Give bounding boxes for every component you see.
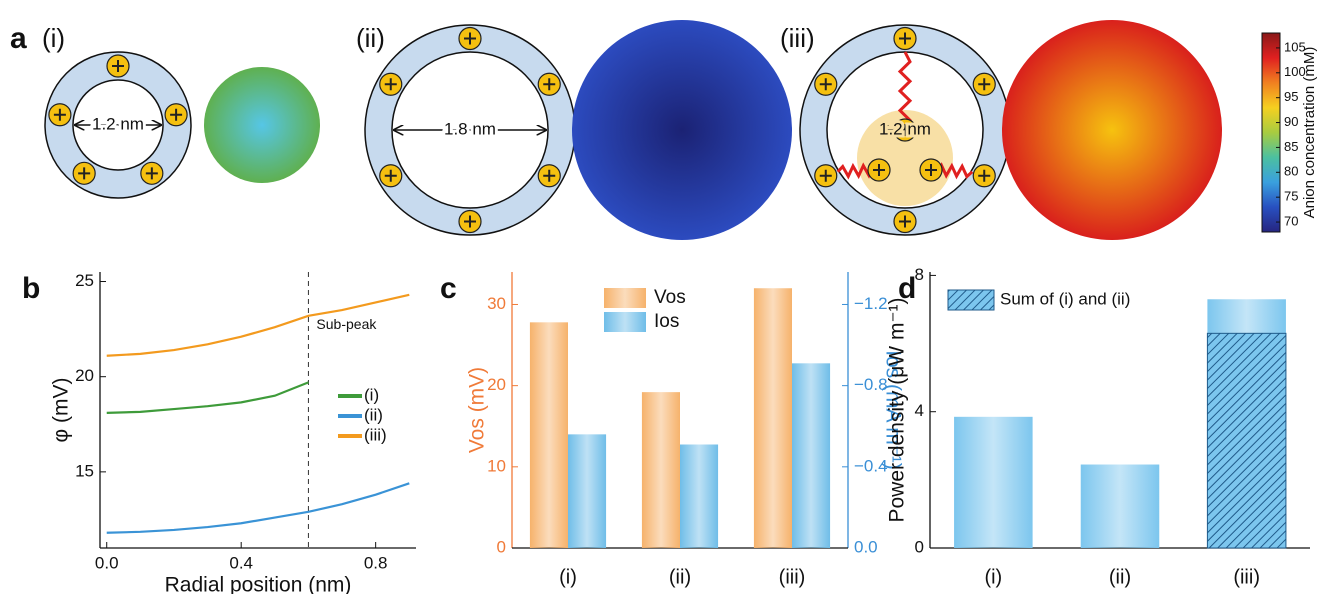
legend-swatch <box>948 290 994 310</box>
heatmap <box>204 67 320 183</box>
diameter-label: 1.8 nm <box>444 119 496 138</box>
x-tick-label: 0.4 <box>229 553 253 572</box>
annotation: Sub-peak <box>316 316 377 332</box>
bar <box>642 392 680 548</box>
diameter-label: 1.2 nm <box>879 119 931 138</box>
y-tick-label: 25 <box>75 271 94 290</box>
colorbar-tick-label: 80 <box>1284 164 1298 179</box>
x-tick-label: 0.0 <box>95 553 119 572</box>
diameter-label: 1.2 nm <box>92 114 144 133</box>
legend-label: Sum of (i) and (ii) <box>1000 289 1130 308</box>
x-tick-label: (i) <box>984 566 1002 588</box>
sub-label: (iii) <box>780 23 815 53</box>
panel-label: a <box>10 22 27 55</box>
legend-label: (ii) <box>364 405 383 424</box>
x-tick-label: (ii) <box>669 566 691 588</box>
bar <box>680 445 718 549</box>
panel-label: b <box>22 272 40 305</box>
data-line <box>107 382 309 412</box>
bar <box>568 434 606 548</box>
x-tick-label: (iii) <box>779 566 806 588</box>
y-tick-label: 0 <box>497 537 506 556</box>
y-tick-label: 0.0 <box>854 537 878 556</box>
y-tick-label: −1.2 <box>854 294 888 313</box>
axis-title: Power density (μW m⁻¹) <box>886 297 909 522</box>
y-tick-label: 20 <box>75 366 94 385</box>
axis-title: Radial position (nm) <box>165 574 352 594</box>
colorbar-title: Anion concentration (mM) <box>1301 47 1318 219</box>
axis-title: φ (mV) <box>50 378 73 443</box>
colorbar-tick-label: 85 <box>1284 139 1298 154</box>
axis-title: Vos (mV) <box>466 367 489 453</box>
legend-label: (iii) <box>364 425 387 444</box>
bar <box>792 363 830 548</box>
sub-label: (ii) <box>356 23 385 53</box>
y-tick-label: 0 <box>915 537 924 556</box>
panel-label: c <box>440 272 457 305</box>
colorbar-tick-label: 95 <box>1284 89 1298 104</box>
x-tick-label: (ii) <box>1109 566 1131 588</box>
legend-label: Vos <box>654 287 686 308</box>
heatmap <box>572 20 792 240</box>
legend-label: Ios <box>654 311 679 332</box>
bar <box>954 417 1033 548</box>
y-tick-label: 15 <box>75 461 94 480</box>
x-tick-label: (iii) <box>1233 566 1260 588</box>
colorbar-tick-label: 70 <box>1284 213 1298 228</box>
bar <box>530 322 568 548</box>
y-tick-label: 10 <box>487 456 506 475</box>
legend-label: (i) <box>364 385 379 404</box>
legend-swatch <box>604 312 646 332</box>
sub-label: (i) <box>42 23 65 53</box>
x-tick-label: 0.8 <box>364 553 388 572</box>
y-tick-label: 8 <box>915 265 924 284</box>
legend-swatch <box>604 288 646 308</box>
y-tick-label: 20 <box>487 375 506 394</box>
y-tick-label: 4 <box>915 401 924 420</box>
y-tick-label: 30 <box>487 294 506 313</box>
heatmap <box>1002 20 1222 240</box>
bar <box>754 288 792 548</box>
colorbar-tick-label: 90 <box>1284 114 1298 129</box>
colorbar-tick-label: 75 <box>1284 189 1298 204</box>
x-tick-label: (i) <box>559 566 577 588</box>
bar <box>1081 465 1160 548</box>
figure: a (i) (ii) (iii) 1.2 nm 1.8 nm 1.2 nm 70 75 8… <box>0 0 1320 594</box>
hatched-bar <box>1207 333 1286 548</box>
colorbar <box>1262 33 1280 232</box>
data-line <box>107 483 410 532</box>
